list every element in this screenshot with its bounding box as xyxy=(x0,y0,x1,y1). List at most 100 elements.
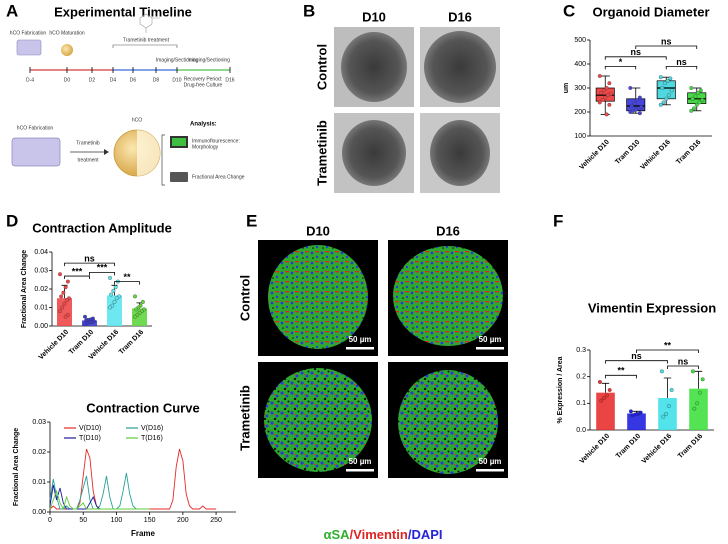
data-point xyxy=(601,88,606,93)
timeline-label: Drug-free Culture xyxy=(184,82,223,88)
data-point xyxy=(108,275,112,280)
panel-label: A xyxy=(6,1,18,20)
x-tick-label: Vehicle D10 xyxy=(38,329,71,362)
data-point xyxy=(63,314,68,319)
y-tick-label: 0.03 xyxy=(32,419,46,426)
significance-bracket xyxy=(605,360,668,364)
data-point xyxy=(607,102,612,107)
data-point xyxy=(114,296,119,301)
bar xyxy=(627,413,646,430)
data-point xyxy=(693,94,698,99)
organoid xyxy=(268,245,368,349)
chart-title: Organoid Diameter xyxy=(592,4,709,19)
timeline-label: hCO Maturation xyxy=(49,30,85,36)
scale-bar xyxy=(346,469,374,472)
data-point xyxy=(597,380,602,384)
data-point xyxy=(664,96,669,101)
x-tick-label: Vehicle D10 xyxy=(579,433,612,466)
panel-label: D xyxy=(6,211,18,230)
legend-label: T(D16) xyxy=(141,435,163,442)
y-tick-label: 0.2 xyxy=(576,374,586,381)
panel-label: B xyxy=(303,1,315,20)
data-point xyxy=(58,272,62,277)
treatment-bracket xyxy=(112,44,178,48)
plate-icon xyxy=(16,39,42,56)
data-point xyxy=(661,414,666,419)
line-series xyxy=(49,489,150,511)
camera-icon xyxy=(170,172,188,182)
data-point xyxy=(58,309,62,314)
row-label: Trametinib xyxy=(237,385,252,451)
significance-label: *** xyxy=(97,263,108,273)
data-point xyxy=(690,96,695,101)
data-point xyxy=(59,294,64,299)
scale-bar xyxy=(346,347,374,350)
day-label: D16 xyxy=(225,77,234,83)
workflow-label: Immunoflourescence: xyxy=(192,138,240,144)
workflow-label: Morphology xyxy=(192,144,219,150)
day-label: D10 xyxy=(172,77,181,83)
y-tick-label: 200 xyxy=(574,109,586,116)
y-axis-label: Fractional Area Change xyxy=(21,250,28,328)
timeline-label: Recovery Period: xyxy=(184,76,222,82)
y-tick-label: 0.02 xyxy=(32,449,46,456)
stain-name: αSA xyxy=(323,527,350,542)
data-point xyxy=(600,98,605,102)
workflow-label: Fractional Area Change xyxy=(192,174,245,180)
significance-label: ns xyxy=(678,356,689,366)
bar xyxy=(132,308,147,326)
data-point xyxy=(669,88,674,93)
data-point xyxy=(64,298,69,303)
x-tick-label: 200 xyxy=(177,517,189,524)
data-point xyxy=(669,388,674,392)
data-point xyxy=(665,78,670,83)
significance-bracket xyxy=(665,66,698,70)
y-axis-label: um xyxy=(563,83,570,94)
significance-label: ns xyxy=(676,57,687,67)
bar xyxy=(689,388,708,430)
row-label: Control xyxy=(314,44,329,90)
day-label: D4 xyxy=(110,77,117,83)
data-point xyxy=(695,401,700,406)
x-tick-label: Tram D16 xyxy=(675,139,702,166)
organoid xyxy=(393,246,503,346)
scale-bar xyxy=(476,469,504,472)
x-tick-label: Tram D16 xyxy=(677,433,704,460)
legend-label: V(D10) xyxy=(79,425,101,432)
organoid xyxy=(341,32,407,102)
data-point xyxy=(694,102,699,107)
x-tick-label: 250 xyxy=(210,517,222,524)
timeline-days: D-4 D0 D2 D4 D6 D8 D10 D16 xyxy=(26,67,235,83)
y-tick-label: 0.03 xyxy=(34,267,48,274)
workflow-label: treatment xyxy=(77,157,99,163)
data-point xyxy=(111,288,116,293)
x-tick-label: Tram D10 xyxy=(615,433,642,460)
stain-name: /Vimentin xyxy=(350,527,408,542)
data-point xyxy=(113,285,118,290)
data-point xyxy=(109,292,114,297)
data-point xyxy=(108,305,112,310)
data-point xyxy=(60,305,65,310)
data-point xyxy=(696,90,701,95)
data-point xyxy=(63,285,68,290)
y-tick-label: 0.00 xyxy=(34,323,48,330)
data-point xyxy=(604,112,609,117)
x-tick-label: 50 xyxy=(79,517,87,524)
y-tick-label: 0.0 xyxy=(576,427,586,434)
significance-label: ns xyxy=(661,36,672,46)
x-tick-label: Tram D10 xyxy=(614,139,641,166)
data-point xyxy=(606,93,610,98)
organoid xyxy=(342,120,406,186)
data-point xyxy=(661,100,666,105)
day-label: D-4 xyxy=(26,77,34,83)
data-point xyxy=(692,106,696,111)
organoid xyxy=(398,370,498,474)
significance-bracket xyxy=(64,275,90,280)
workflow-label: hCO xyxy=(132,117,142,123)
column-header: D10 xyxy=(362,9,386,24)
data-point xyxy=(689,86,694,90)
data-point xyxy=(65,279,70,284)
x-tick-label: 0 xyxy=(48,517,52,524)
error-bar xyxy=(694,370,703,389)
